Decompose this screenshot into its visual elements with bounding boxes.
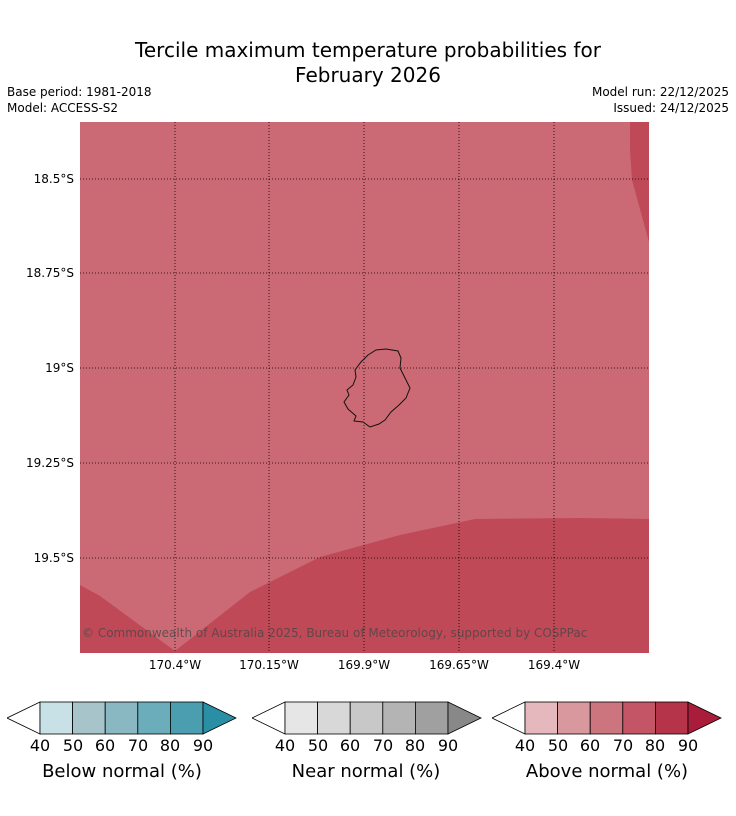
legend-below-title: Below normal (%) [42, 761, 202, 782]
colorbar-below [7, 701, 237, 735]
near-colorbar-extend-high [447, 701, 482, 735]
model-name: Model: ACCESS-S2 [7, 101, 119, 115]
title-line-2: February 2026 [295, 63, 441, 87]
legend-above-tick-70: 70 [612, 736, 634, 755]
below-colorbar-extend-low [7, 701, 41, 735]
lon-label-4: 169.65°W [429, 658, 489, 672]
legend-below-normal: 40 50 60 70 80 90 Below normal (%) [7, 700, 239, 810]
near-colorbar-bin-2 [317, 701, 351, 735]
lat-label-5: 19.5°S [33, 551, 74, 565]
gridlines [80, 122, 649, 653]
legend-above-tick-50: 50 [547, 736, 569, 755]
island-coastline [343, 348, 411, 428]
colorbar-near [252, 701, 482, 735]
map-title: Tercile maximum temperature probabilitie… [0, 38, 736, 88]
legend-above-title: Above normal (%) [525, 761, 689, 782]
above-colorbar-extend-low [492, 701, 526, 735]
legend-above-tick-40: 40 [514, 736, 536, 755]
above-colorbar-extend-high [687, 701, 722, 735]
copyright-notice: © Commonwealth of Australia 2025, Bureau… [82, 626, 587, 640]
colorbar-above [492, 701, 722, 735]
lon-label-2: 170.15°W [239, 658, 299, 672]
above-colorbar-bin-1 [524, 701, 558, 735]
legend-near-tick-50: 50 [307, 736, 329, 755]
legend-below-tick-50: 50 [62, 736, 84, 755]
lon-label-3: 169.9°W [337, 658, 391, 672]
legend-near-normal: 40 50 60 70 80 90 Near normal (%) [252, 700, 484, 810]
legend-below-tick-40: 40 [29, 736, 51, 755]
legend-above-normal: 40 50 60 70 80 90 Above normal (%) [492, 700, 724, 810]
region-above-70-80-northeast [630, 122, 649, 242]
legend-near-tick-40: 40 [274, 736, 296, 755]
legend-below-tick-70: 70 [127, 736, 149, 755]
issued-date: Issued: 24/12/2025 [613, 101, 729, 115]
map-canvas: © Commonwealth of Australia 2025, Bureau… [80, 122, 649, 653]
lat-label-1: 18.5°S [33, 172, 74, 186]
region-above-70-80-south [80, 518, 649, 653]
below-colorbar-bin-3 [104, 701, 139, 735]
legend-near-tick-80: 80 [404, 736, 426, 755]
title-line-1: Tercile maximum temperature probabilitie… [135, 38, 601, 62]
lon-label-5: 169.4°W [527, 658, 581, 672]
below-colorbar-bin-4 [137, 701, 171, 735]
legend-near-tick-60: 60 [339, 736, 361, 755]
legend-near-title: Near normal (%) [291, 761, 441, 782]
near-colorbar-extend-low [252, 701, 286, 735]
lon-label-1: 170.4°W [148, 658, 202, 672]
meta-right: Model run: 22/12/2025 Issued: 24/12/2025 [592, 84, 729, 116]
above-colorbar-bin-4 [622, 701, 656, 735]
near-colorbar-bin-5 [414, 701, 449, 735]
model-run: Model run: 22/12/2025 [591, 85, 729, 99]
near-colorbar-bin-4 [382, 701, 416, 735]
above-colorbar-bin-5 [654, 701, 689, 735]
legend-above-tick-90: 90 [677, 736, 699, 755]
legend-below-tick-80: 80 [159, 736, 181, 755]
legend-near-tick-70: 70 [372, 736, 394, 755]
legend-below-tick-90: 90 [192, 736, 214, 755]
below-colorbar-extend-high [202, 701, 237, 735]
base-period: Base period: 1981-2018 [7, 85, 152, 99]
legend-near-tick-90: 90 [437, 736, 459, 755]
lat-label-4: 19.25°S [26, 456, 74, 470]
lat-label-3: 19°S [45, 361, 74, 375]
below-colorbar-bin-5 [169, 701, 204, 735]
legend-below-tick-60: 60 [94, 736, 116, 755]
legend-above-tick-80: 80 [644, 736, 666, 755]
below-colorbar-bin-2 [72, 701, 106, 735]
near-colorbar-bin-3 [349, 701, 384, 735]
legend-above-tick-60: 60 [579, 736, 601, 755]
near-colorbar-bin-1 [284, 701, 318, 735]
above-colorbar-bin-3 [589, 701, 624, 735]
below-colorbar-bin-1 [39, 701, 73, 735]
above-colorbar-bin-2 [557, 701, 591, 735]
lat-label-2: 18.75°S [26, 266, 74, 280]
meta-left: Base period: 1981-2018 Model: ACCESS-S2 [7, 84, 152, 116]
